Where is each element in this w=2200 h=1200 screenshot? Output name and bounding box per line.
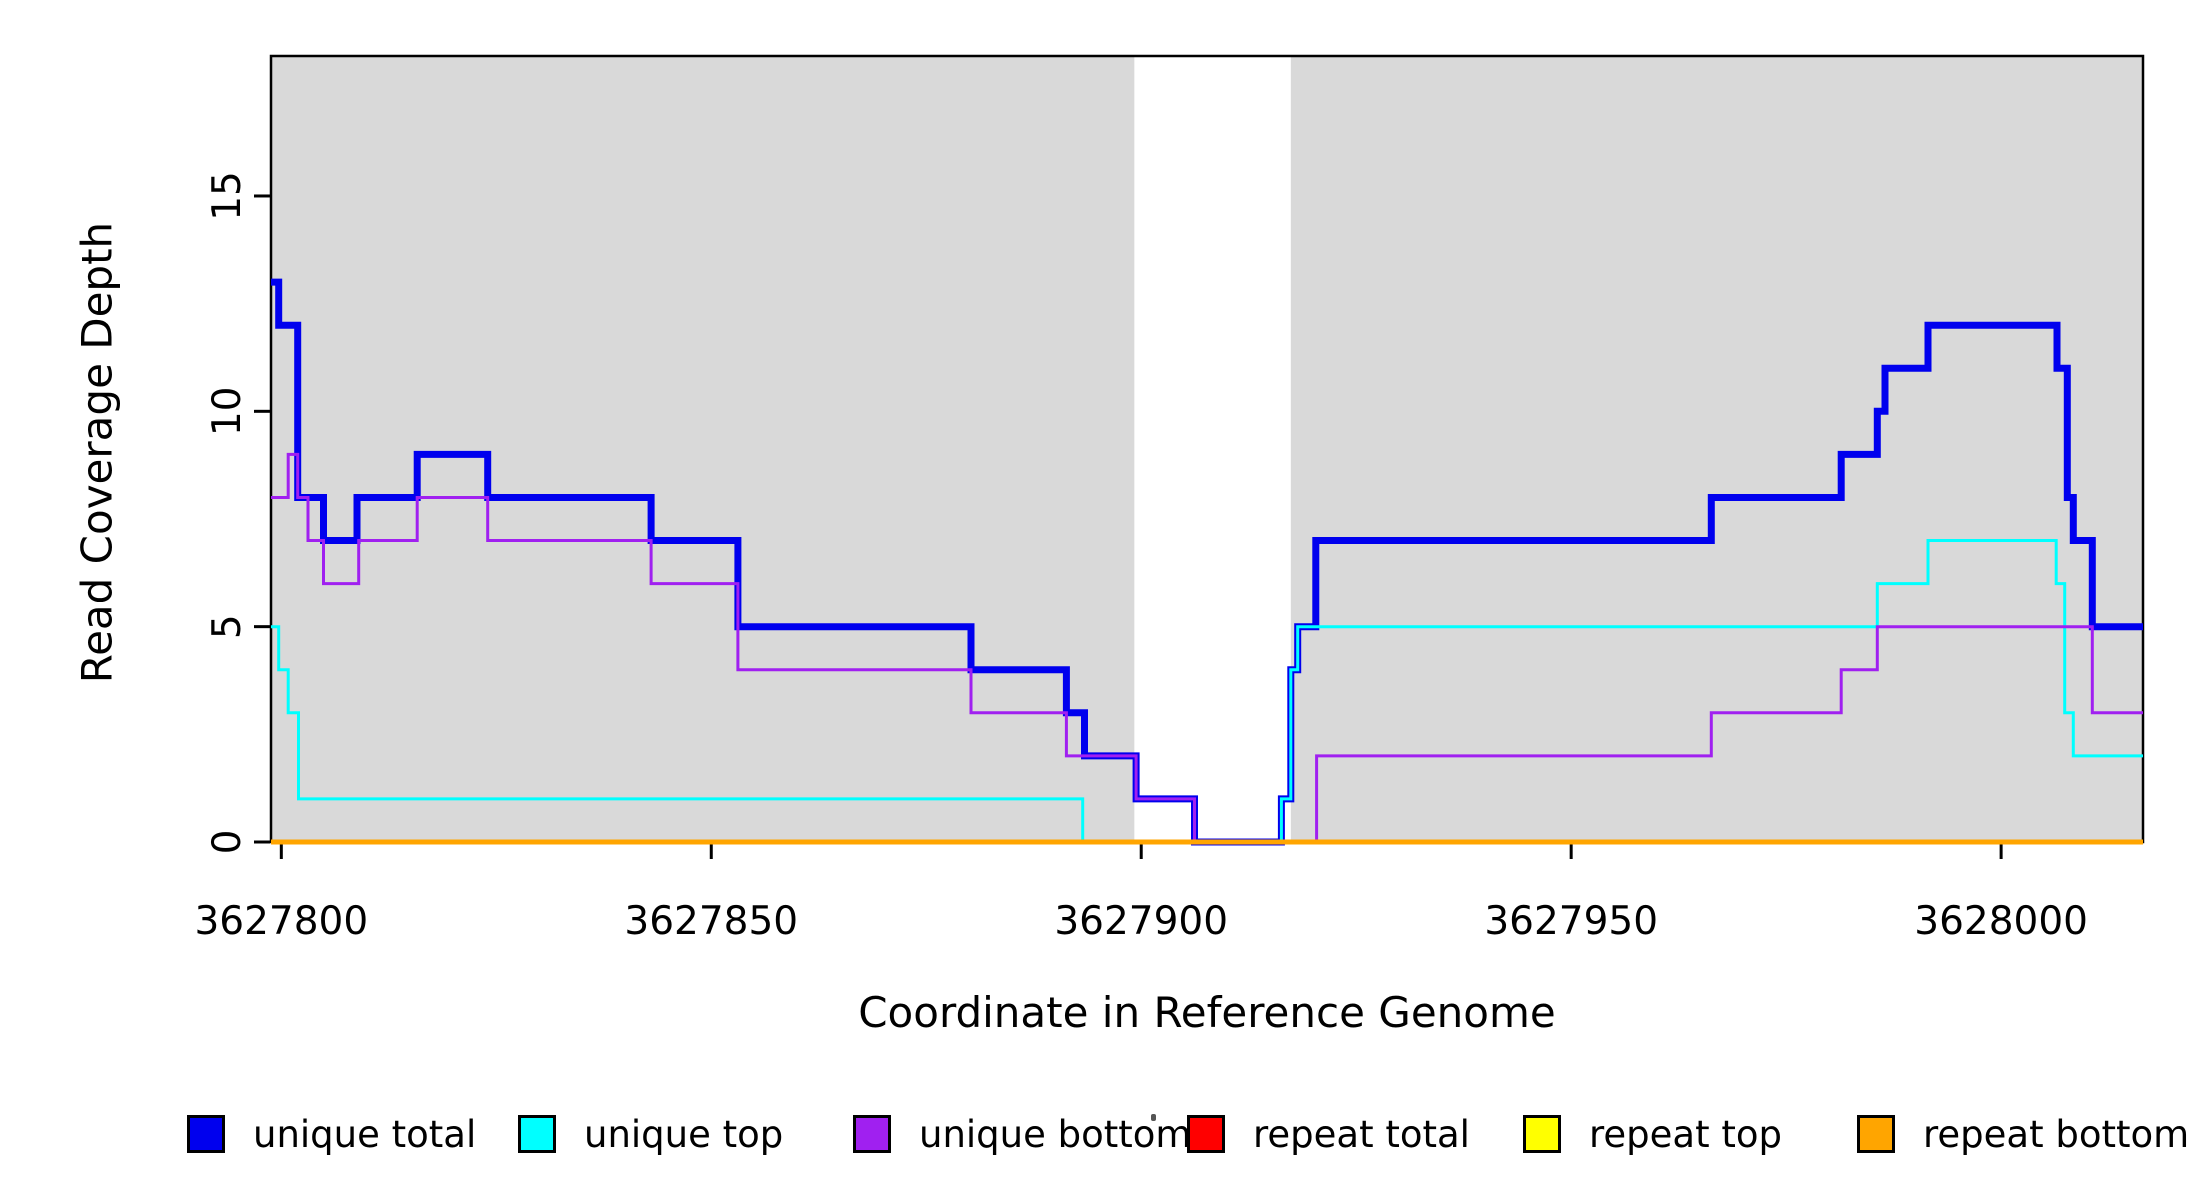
series-unique-top bbox=[271, 539, 2143, 844]
series-unique-bottom bbox=[271, 452, 2143, 844]
x-tick-label: 3627800 bbox=[194, 899, 368, 944]
y-tick-label: 0 bbox=[205, 830, 250, 855]
x-tick-label: 3627950 bbox=[1484, 899, 1658, 944]
gray-highlight-band bbox=[1290, 56, 2143, 842]
x-tick-label: 3627850 bbox=[624, 899, 798, 944]
y-tick-label: 10 bbox=[205, 386, 250, 436]
x-tick-label: 3628000 bbox=[1914, 899, 2088, 944]
x-tick-label: 3627900 bbox=[1054, 899, 1228, 944]
y-axis-title: Read Coverage Depth bbox=[72, 221, 122, 684]
gray-highlight-band bbox=[271, 56, 1135, 842]
x-axis-title: Coordinate in Reference Genome bbox=[858, 988, 1556, 1037]
y-tick-label: 5 bbox=[205, 614, 250, 639]
y-tick-label: 15 bbox=[205, 171, 250, 221]
